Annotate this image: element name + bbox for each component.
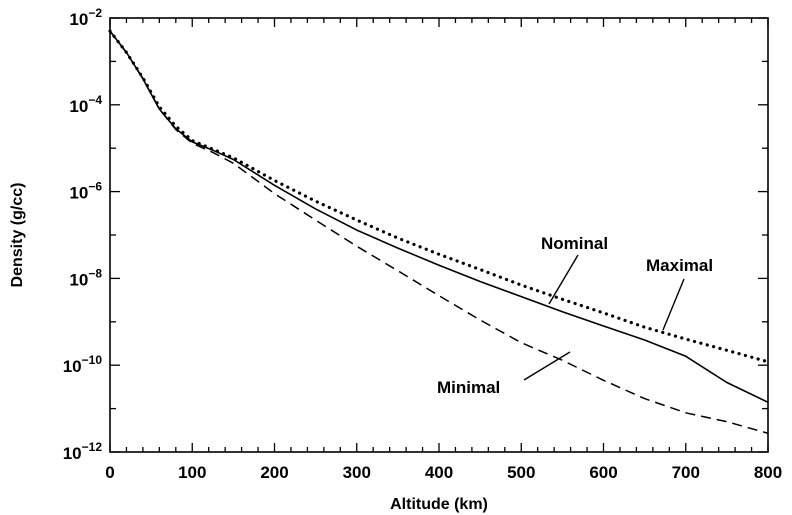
x-tick-label: 500 (507, 463, 535, 482)
y-tick-label: 10−2 (69, 6, 102, 29)
x-tick-label: 600 (589, 463, 617, 482)
x-tick-label: 200 (260, 463, 288, 482)
series-line-minimal (109, 30, 769, 435)
y-tick-labels: 10−2 10−4 10−6 10−8 10−10 10−12 (63, 6, 103, 463)
series-annotations: Nominal Maximal Minimal (437, 234, 713, 397)
x-tick-label: 0 (105, 463, 114, 482)
y-tick-label: 10−8 (69, 266, 102, 289)
annotation-maximal-leader (662, 278, 685, 331)
series-lines (108, 29, 770, 435)
annotation-nominal-leader (548, 254, 579, 305)
annotation-minimal-leader (523, 351, 571, 381)
y-tick-label: 10−4 (69, 93, 102, 116)
x-tick-label: 800 (754, 463, 782, 482)
x-tick-label: 700 (672, 463, 700, 482)
x-axis-label: Altitude (km) (390, 496, 488, 513)
y-axis-label: Density (g/cc) (9, 183, 26, 288)
y-tick-label: 10−6 (69, 180, 102, 203)
x-tick-label: 300 (343, 463, 371, 482)
y-tick-label: 10−12 (63, 440, 103, 463)
x-tick-labels: 0 100 200 300 400 500 600 700 800 (105, 463, 782, 482)
axis-ticks (109, 17, 769, 453)
series-line-nominal (109, 30, 769, 404)
series-line-maximal (108, 29, 770, 364)
x-tick-label: 400 (425, 463, 453, 482)
annotation-nominal: Nominal (541, 234, 608, 253)
annotation-maximal: Maximal (646, 256, 713, 275)
annotation-minimal: Minimal (437, 378, 500, 397)
x-tick-label: 100 (178, 463, 206, 482)
y-tick-label: 10−10 (63, 353, 103, 376)
